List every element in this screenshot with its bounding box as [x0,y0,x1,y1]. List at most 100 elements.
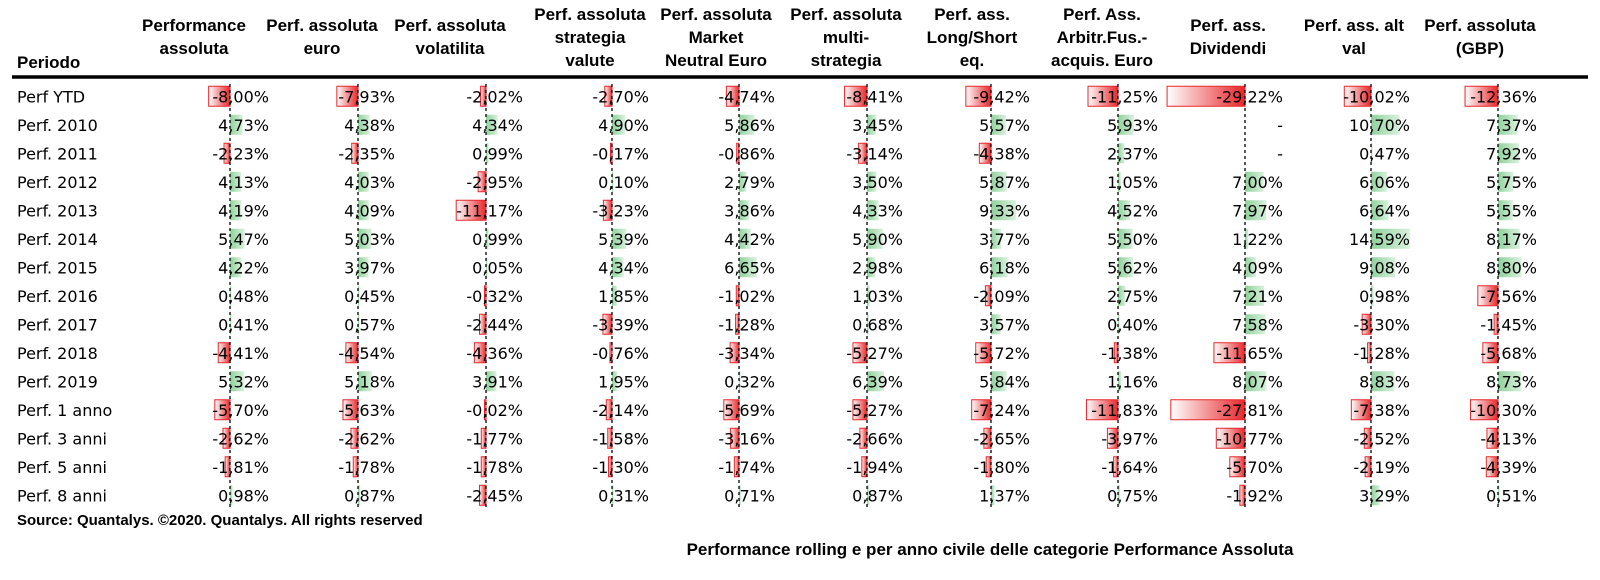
cell-value: 8,80% [1486,258,1537,277]
cell-value: -1,02% [718,287,775,306]
cell-value: 5,50% [1107,230,1158,249]
cell-value: -27,81% [1216,401,1283,420]
cell-value: -5,27% [846,344,903,363]
table-row: Perf. 2019 5,32% 5,18% 3,91% 1,95% 0,32% 6,39%… [17,371,1537,392]
cell-value: -7,38% [1353,401,1410,420]
cell-value: 2,79% [724,173,775,192]
cell-value: 5,57% [979,116,1030,135]
bar-negative [480,456,487,478]
cell-value: -2,45% [466,486,523,505]
bar-positive [1118,257,1133,278]
table-row: Perf. 2018 -4,41% -4,54% -4,36% -0,76% -3,34%… [17,342,1537,364]
cell-value: 4,09% [344,201,395,220]
bar-positive [1371,171,1388,192]
bar-positive [739,257,757,278]
cell-value: -4,74% [718,87,775,106]
bar-positive [1371,285,1374,306]
cell-value: -8,41% [846,87,903,106]
row-label-perf-5-anni: Perf. 5 anni [17,458,107,477]
cell-value: -1,38% [1101,344,1158,363]
cell-value: -1,81% [212,458,269,477]
cell-value: 7,00% [1232,173,1283,192]
cell-value: 2,37% [1107,144,1158,163]
cell-value: -3,34% [718,344,775,363]
bar-positive [358,257,369,278]
table-row: Perf. 2013 4,19% 4,09% -11,17% -3,23% 3,86% 4,… [17,199,1537,221]
bar-negative [978,142,992,164]
bar-negative [217,342,231,364]
bar-positive [867,285,870,306]
bar-positive [867,314,869,335]
column-header-5: Perf. assoluta Market Neutral Euro [660,5,772,70]
bar-positive [358,228,372,249]
cell-value: -1,78% [338,458,395,477]
column-header-7: Perf. ass. Long/Short eq. [927,5,1018,70]
bar-negative [352,456,359,478]
cell-value: 3,91% [472,372,523,391]
bar-positive [358,371,372,392]
bar-positive [867,228,883,249]
cell-value: 0,99% [472,144,523,163]
bar-negative [975,342,992,364]
bar-positive [1371,114,1400,135]
bar-negative [1229,456,1246,478]
cell-value: -5,63% [338,401,395,420]
cell-value: -29,22% [1216,87,1283,106]
column-header-1: Performance assoluta [142,16,246,58]
bar-positive [358,485,361,506]
row-label-perf-8-anni: Perf. 8 anni [17,486,107,505]
cell-value: -0,17% [592,144,649,163]
cell-value: -2,62% [212,429,269,448]
cell-value: -11,25% [1091,87,1158,106]
bar-positive [991,314,1001,335]
row-header-label: Periodo [17,53,80,72]
cell-value: 2,75% [1107,287,1158,306]
bar-positive [1245,257,1256,278]
bar-positive [1498,371,1522,392]
bar-positive [1245,171,1264,192]
cell-value: -9,42% [973,87,1030,106]
bar-positive [1371,143,1373,164]
bar-negative [609,342,613,364]
bar-negative [1213,342,1246,364]
cell-value: 4,52% [1107,201,1158,220]
bar-positive [230,114,243,135]
cell-value: 5,03% [344,230,395,249]
bar-positive [358,200,369,221]
cell-value: -3,16% [718,429,775,448]
cell-value: 4,73% [218,116,269,135]
bar-positive [1371,485,1380,506]
cell-value: 1,03% [852,287,903,306]
cell-value: 0,40% [1107,315,1158,334]
bar-positive [486,228,489,249]
cell-value: 0,51% [1486,486,1537,505]
cell-value: -10,77% [1216,429,1283,448]
cell-value: 0,45% [344,287,395,306]
bar-positive [1118,371,1122,392]
bar-negative [1364,456,1372,478]
cell-value: -2,35% [338,144,395,163]
cell-value: -1,78% [466,458,523,477]
cell-value: 5,32% [218,372,269,391]
cell-value: -4,38% [973,144,1030,163]
cell-value: -11,83% [1091,401,1158,420]
bar-negative [861,456,868,478]
cell-value: -1,28% [718,315,775,334]
cell-value: -4,13% [1480,429,1537,448]
cell-value: 4,34% [598,258,649,277]
cell-value: 0,98% [1359,287,1410,306]
cell-value: 4,38% [344,116,395,135]
cell-value: 7,21% [1232,287,1283,306]
cell-value: -11,65% [1216,344,1283,363]
bar-positive [867,257,875,278]
cell-value: 10,70% [1349,116,1410,135]
bar-positive [1118,485,1120,506]
bar-positive [230,171,242,192]
bar-positive [358,314,360,335]
cell-value: -2,02% [466,87,523,106]
bar-positive [1371,228,1410,249]
performance-table: Periodo Performance assoluta Perf. assoluta… [12,5,1588,508]
bar-positive [991,228,1002,249]
bar-positive [612,114,626,135]
cell-value: -3,23% [592,201,649,220]
